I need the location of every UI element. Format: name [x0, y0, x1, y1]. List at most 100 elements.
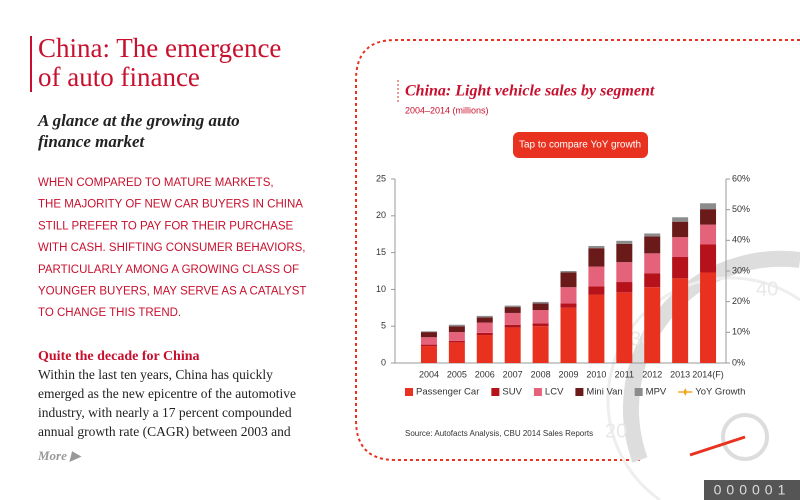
intro-line: THE MAJORITY OF NEW CAR BUYERS IN CHINA [38, 199, 303, 211]
bar-segment [672, 221, 689, 238]
subtitle: finance market [38, 132, 146, 151]
more-link[interactable]: More ▶ [37, 448, 82, 463]
intro: WHEN COMPARED TO MATURE MARKETS, THE MAJO… [38, 177, 306, 319]
x-tick-label: 2013 [670, 369, 690, 379]
legend-swatch [634, 388, 643, 396]
x-tick-label: 2006 [475, 369, 495, 379]
bar-segment [588, 248, 605, 267]
body-line: industry, with nearly a 17 percent compo… [38, 405, 292, 420]
bar-segment [476, 317, 493, 323]
bar-segment [532, 301, 549, 304]
bar-segment [700, 224, 717, 245]
legend-swatch [405, 388, 413, 396]
bar-segment [672, 278, 689, 363]
legend-swatch [575, 388, 584, 396]
y-tick-label: 0 [381, 357, 386, 367]
y2-tick-label: 10% [732, 327, 750, 337]
x-tick-label: 2007 [503, 369, 523, 379]
bar-segment [588, 294, 605, 363]
gauge-label: 40 [756, 278, 778, 300]
bar-segment [672, 257, 689, 279]
bar-segment [504, 327, 521, 363]
body-line: Within the last ten years, China has qui… [38, 367, 273, 382]
legend-label: LCV [545, 387, 564, 398]
bar-segment [700, 203, 717, 210]
legend-label: YoY Growth [695, 387, 745, 398]
y-tick-label: 15 [376, 247, 386, 257]
bar-segment [644, 236, 661, 254]
x-tick-label: 2005 [447, 369, 467, 379]
intro-line: WHEN COMPARED TO MATURE MARKETS, [38, 177, 274, 189]
bar-segment [532, 326, 549, 363]
section-heading: Quite the decade for China [38, 349, 200, 364]
bar-segment [532, 323, 549, 327]
bar-segment [616, 282, 633, 293]
legend-marker [683, 388, 688, 396]
x-tick-label: 2009 [558, 369, 578, 379]
x-tick-label: 2008 [531, 369, 551, 379]
bar-segment [476, 315, 493, 318]
bar-segment [420, 337, 437, 345]
legend-label: Mini Van [586, 387, 622, 398]
counter-box [704, 480, 800, 500]
bar-segment [616, 292, 633, 363]
y-tick-label: 20 [376, 210, 386, 220]
intro-line: TO CHANGE THIS TREND. [38, 307, 181, 319]
accent-bar [30, 36, 32, 92]
subtitle: A glance at the growing auto [37, 111, 240, 130]
bar-segment [560, 287, 577, 304]
y2-tick-label: 60% [732, 173, 750, 183]
compare-button-label[interactable]: Tap to compare YoY growth [519, 140, 641, 151]
y2-tick-label: 20% [732, 296, 750, 306]
bar-segment [448, 326, 465, 333]
body: Within the last ten years, China has qui… [38, 367, 296, 439]
intro-line: PARTICULARLY AMONG A GROWING CLASS OF [38, 264, 299, 276]
gauge-hub [721, 413, 769, 461]
bar-segment [476, 335, 493, 363]
bar-segment [420, 331, 437, 333]
legend-label: SUV [502, 387, 522, 398]
legend-label: MPV [646, 387, 667, 398]
y-tick-label: 5 [381, 321, 386, 331]
bar-segment [560, 272, 577, 288]
bar-segment [616, 262, 633, 283]
bar-segment [560, 307, 577, 363]
bar-segment [700, 244, 717, 273]
bar-segment [476, 332, 493, 336]
y2-tick-label: 0% [732, 357, 745, 367]
bar-segment [644, 233, 661, 237]
bar-segment [616, 240, 633, 244]
compare-button[interactable] [513, 132, 648, 158]
legend-swatch [491, 388, 500, 396]
bar-segment [560, 271, 577, 273]
bar-segment [644, 273, 661, 288]
y-tick-label: 25 [376, 173, 386, 183]
bar-segment [532, 310, 549, 324]
bar-segment [448, 332, 465, 341]
bar-segment [588, 286, 605, 295]
y2-tick-label: 50% [732, 204, 750, 214]
x-tick-label: 2012 [642, 369, 662, 379]
intro-line: WITH CASH. SHIFTING CONSUMER BEHAVIORS, [38, 242, 306, 254]
x-tick-label: 2014(F) [692, 369, 724, 379]
chart-subtitle: 2004–2014 (millions) [405, 105, 489, 115]
legend-swatch [533, 388, 542, 396]
y-tick-label: 10 [376, 284, 386, 294]
bar-segment [420, 344, 437, 347]
bar-segment [644, 287, 661, 363]
x-tick-label: 2004 [419, 369, 439, 379]
bar-segment [476, 322, 493, 333]
intro-line: STILL PREFER TO PAY FOR THEIR PURCHASE [38, 220, 294, 232]
gauge-needle [689, 435, 746, 457]
gauge-label: 20 [605, 420, 627, 442]
counter: 000001 [714, 482, 791, 498]
bar-segment [504, 305, 521, 308]
title: of auto finance [38, 62, 200, 92]
y2-tick-label: 30% [732, 265, 750, 275]
chart-title: China: Light vehicle sales by segment [405, 83, 655, 100]
bar-segment [672, 217, 689, 222]
gauge-arc [623, 250, 800, 463]
card [355, 39, 800, 461]
